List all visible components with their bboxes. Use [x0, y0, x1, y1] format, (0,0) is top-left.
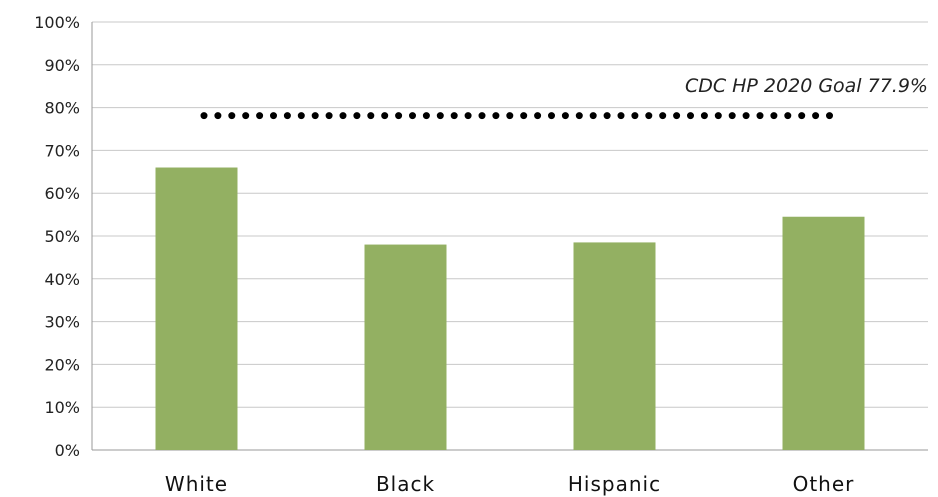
bar-white: [155, 167, 238, 450]
bar-other: [782, 216, 865, 450]
x-axis-labels: White Black Hispanic Other: [165, 472, 855, 496]
x-tick-label: Other: [793, 472, 855, 496]
goal-reference: CDC HP 2020 Goal 77.9%: [200, 75, 928, 120]
y-tick-label: 80%: [44, 99, 80, 118]
bars: [155, 167, 865, 450]
y-tick-label: 0%: [55, 441, 80, 460]
y-tick-label: 10%: [44, 398, 80, 417]
y-tick-label: 90%: [44, 56, 80, 75]
y-tick-label: 40%: [44, 270, 80, 289]
bar-hispanic: [573, 242, 656, 450]
y-tick-label: 70%: [44, 141, 80, 160]
x-tick-label: Hispanic: [568, 472, 661, 496]
y-axis: 0% 10% 20% 30% 40% 50% 60% 70% 80% 90% 100%: [34, 13, 93, 460]
y-tick-label: 30%: [44, 313, 80, 332]
x-tick-label: Black: [376, 472, 435, 496]
y-tick-label: 100%: [34, 13, 80, 32]
y-tick-label: 50%: [44, 227, 80, 246]
x-tick-label: White: [165, 472, 228, 496]
goal-label: CDC HP 2020 Goal 77.9%: [685, 75, 928, 97]
y-tick-label: 60%: [44, 184, 80, 203]
y-tick-label: 20%: [44, 355, 80, 374]
bar-black: [364, 244, 447, 450]
